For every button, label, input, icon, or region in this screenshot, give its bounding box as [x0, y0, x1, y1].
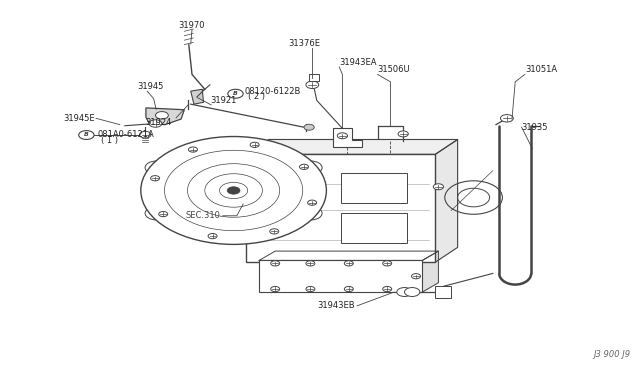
- Text: 31935: 31935: [522, 123, 548, 132]
- Polygon shape: [246, 140, 458, 154]
- Circle shape: [383, 261, 392, 266]
- Circle shape: [159, 211, 168, 217]
- Text: 31376E: 31376E: [289, 39, 321, 48]
- Circle shape: [500, 115, 513, 122]
- Bar: [309, 74, 319, 81]
- Text: B: B: [84, 132, 89, 137]
- Circle shape: [250, 142, 259, 147]
- Text: ( 1 ): ( 1 ): [101, 136, 118, 145]
- Circle shape: [156, 112, 168, 119]
- Circle shape: [412, 274, 420, 279]
- Circle shape: [304, 124, 314, 130]
- Circle shape: [271, 286, 280, 292]
- Text: 31921: 31921: [210, 96, 236, 105]
- Bar: [340, 173, 407, 203]
- Text: 31970: 31970: [179, 21, 205, 30]
- Text: 31506U: 31506U: [378, 65, 410, 74]
- Circle shape: [145, 161, 168, 174]
- Circle shape: [208, 234, 217, 239]
- Circle shape: [227, 187, 240, 194]
- Text: SEC.310: SEC.310: [186, 211, 221, 220]
- Circle shape: [433, 184, 444, 190]
- Circle shape: [300, 164, 308, 170]
- Text: 31945: 31945: [138, 82, 164, 91]
- Circle shape: [150, 176, 159, 181]
- Text: J3 900 J9: J3 900 J9: [593, 350, 630, 359]
- Bar: [246, 154, 435, 262]
- Text: 31051A: 31051A: [525, 65, 557, 74]
- Polygon shape: [146, 108, 184, 125]
- Circle shape: [337, 133, 348, 139]
- Polygon shape: [435, 140, 458, 262]
- Polygon shape: [333, 128, 362, 147]
- Text: 31943EB: 31943EB: [317, 301, 355, 310]
- Circle shape: [344, 286, 353, 292]
- Circle shape: [306, 261, 315, 266]
- Polygon shape: [191, 89, 204, 104]
- Circle shape: [299, 161, 322, 174]
- Circle shape: [383, 286, 392, 292]
- Circle shape: [306, 286, 315, 292]
- Text: 08120-6122B: 08120-6122B: [244, 87, 301, 96]
- Text: 081A0-6121A: 081A0-6121A: [98, 130, 155, 139]
- Circle shape: [344, 261, 353, 266]
- Circle shape: [397, 288, 412, 296]
- Bar: [435, 286, 451, 298]
- Bar: [340, 213, 407, 243]
- Circle shape: [149, 120, 162, 127]
- Polygon shape: [422, 251, 438, 292]
- Circle shape: [308, 200, 317, 205]
- Text: ( 2 ): ( 2 ): [248, 92, 265, 101]
- Circle shape: [404, 288, 420, 296]
- Circle shape: [140, 131, 151, 138]
- Circle shape: [188, 147, 197, 152]
- Circle shape: [145, 206, 168, 220]
- Circle shape: [271, 261, 280, 266]
- Bar: [259, 260, 422, 292]
- Circle shape: [299, 206, 322, 220]
- Circle shape: [398, 131, 408, 137]
- Text: 31943EA: 31943EA: [339, 58, 377, 67]
- Text: B: B: [233, 91, 238, 96]
- Polygon shape: [259, 251, 438, 260]
- Circle shape: [141, 137, 326, 244]
- Circle shape: [306, 81, 319, 89]
- Circle shape: [270, 229, 279, 234]
- Text: 31924: 31924: [145, 118, 172, 127]
- Text: 31945E: 31945E: [63, 114, 95, 123]
- Circle shape: [228, 89, 243, 98]
- Circle shape: [79, 131, 94, 140]
